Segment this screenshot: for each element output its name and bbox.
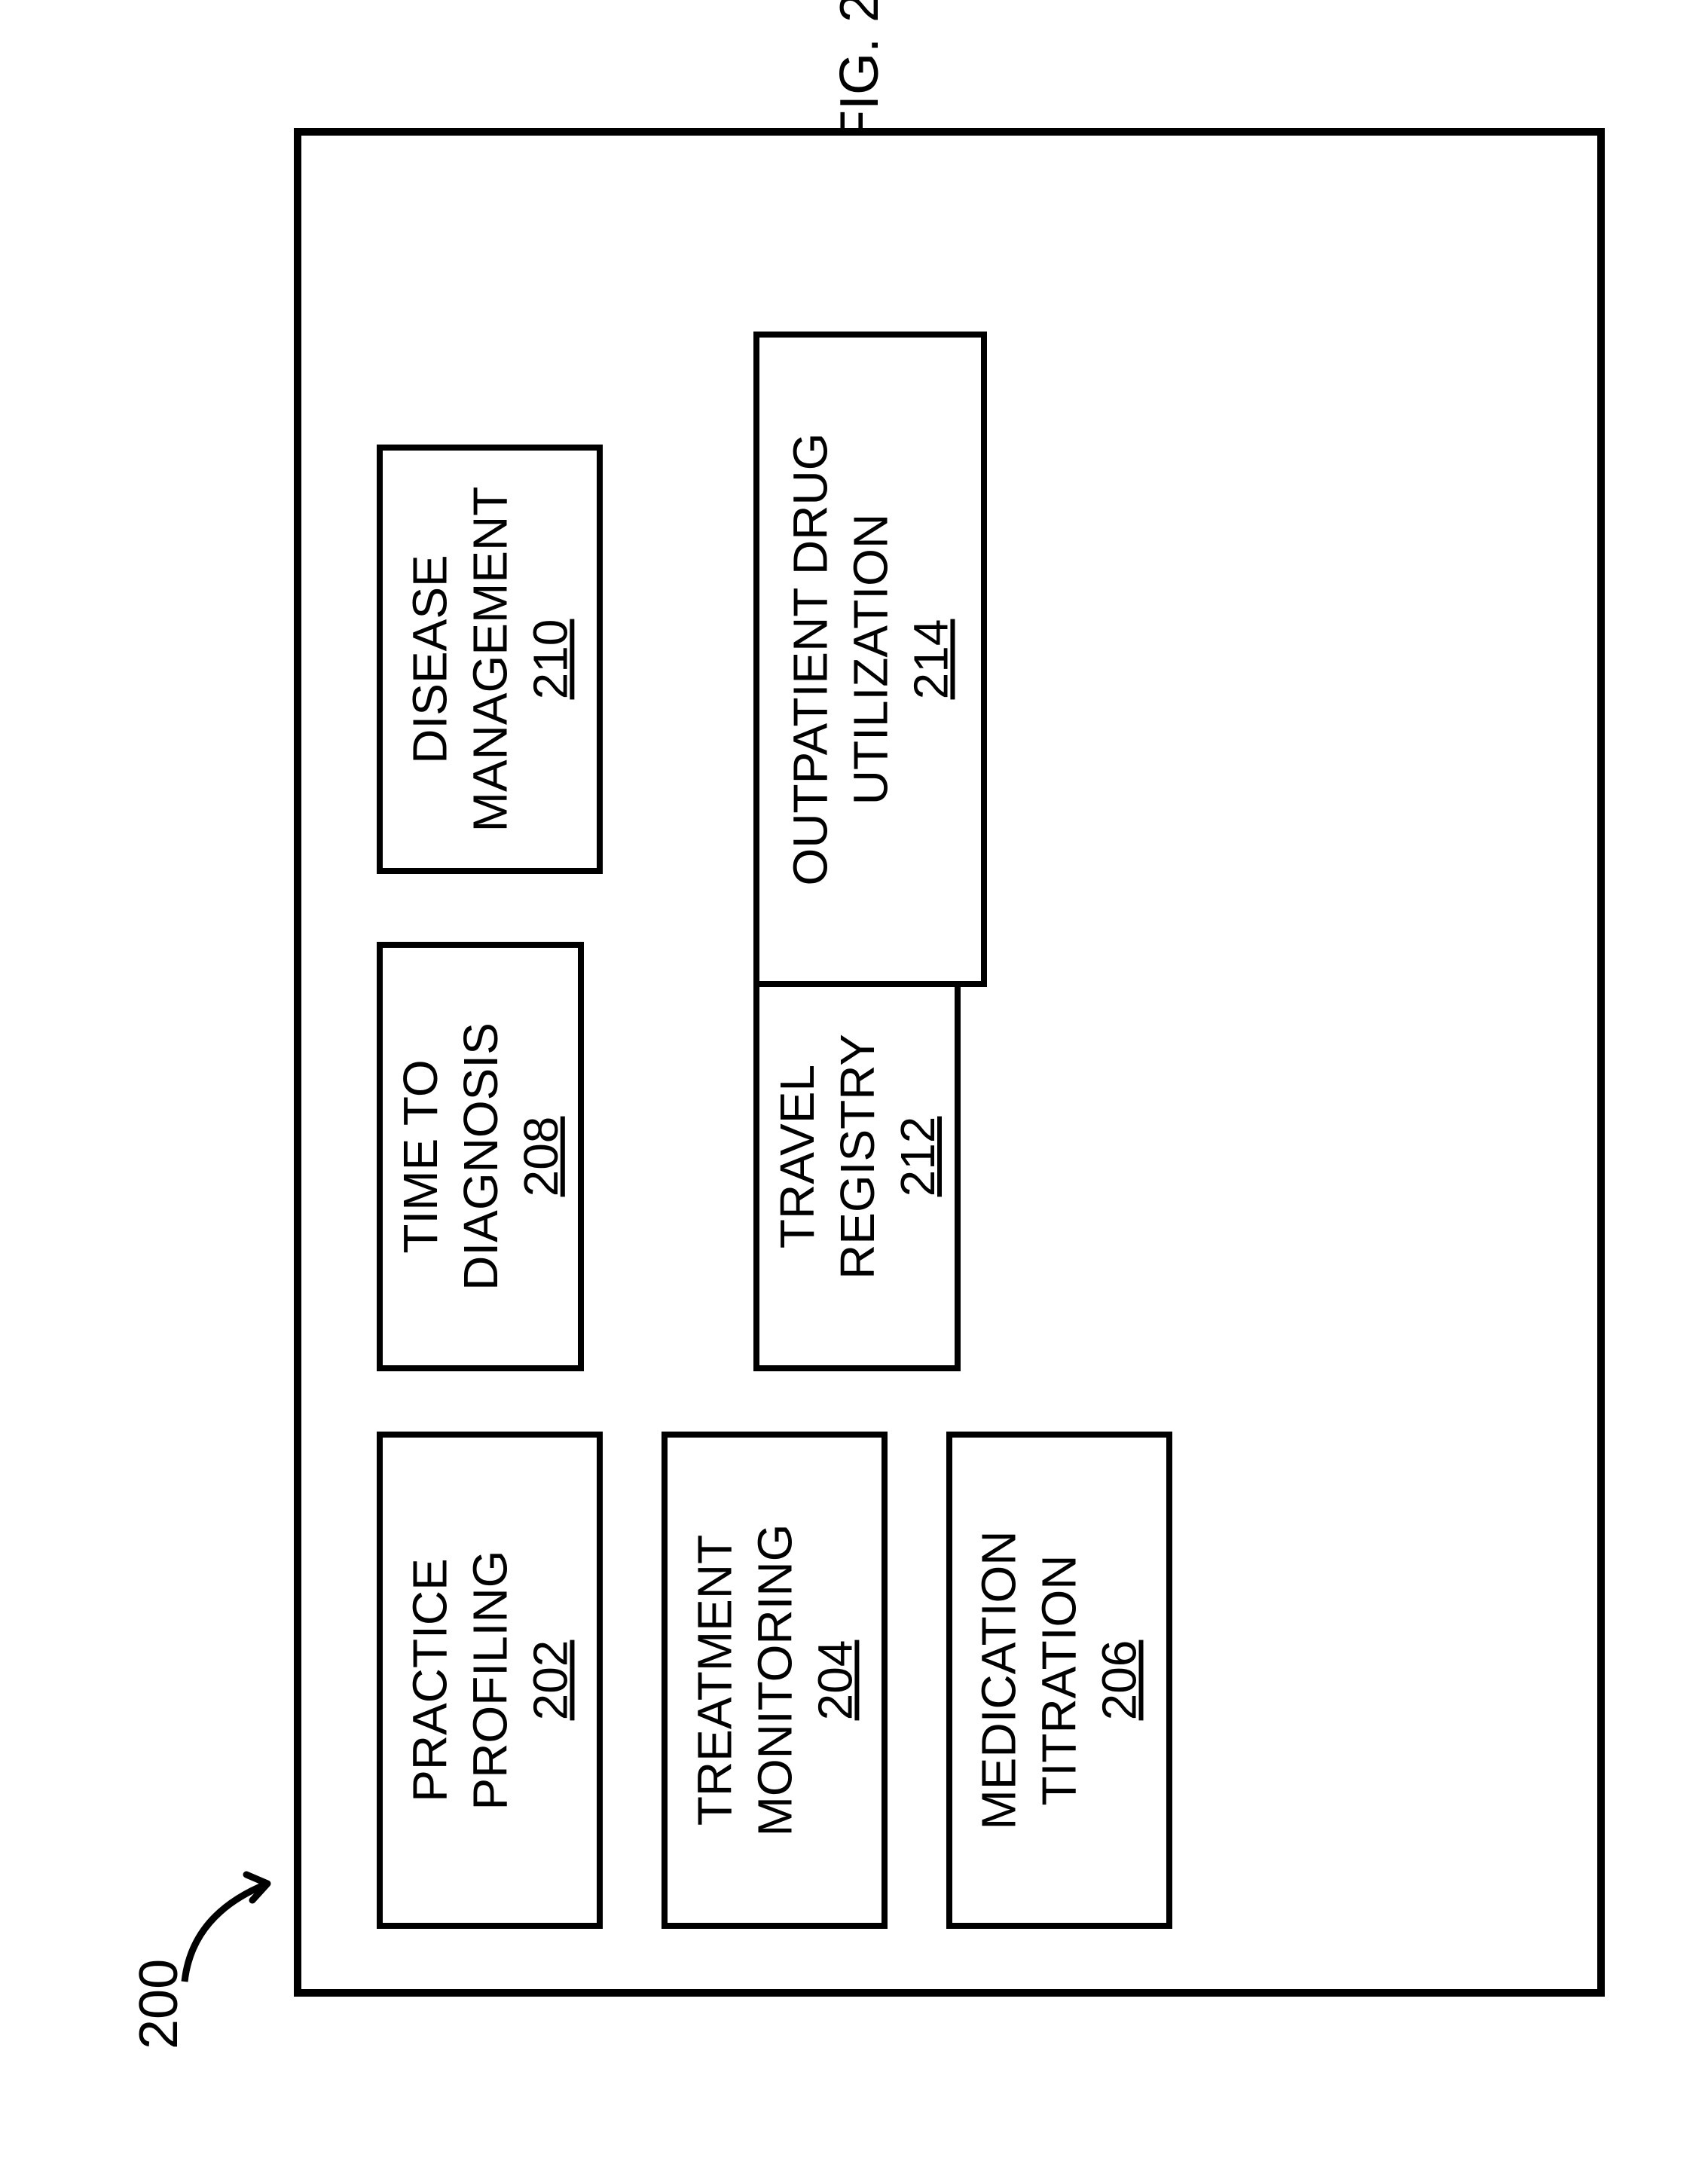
module-time-to-diagnosis: TIME TO DIAGNOSIS 208 bbox=[377, 942, 584, 1371]
line1: OUTPATIENT DRUG bbox=[783, 433, 837, 886]
line1: TRAVEL bbox=[770, 1065, 824, 1248]
module-number: 208 bbox=[514, 1117, 568, 1197]
figure-title: FIG. 2 bbox=[829, 0, 891, 143]
module-medication-titration-label: MEDICATION TITRATION 206 bbox=[969, 1530, 1150, 1829]
line1: PRACTICE bbox=[402, 1558, 457, 1802]
line2: REGISTRY bbox=[830, 1034, 885, 1279]
line1: TIME TO bbox=[393, 1059, 448, 1253]
line1: DISEASE bbox=[402, 555, 457, 763]
line2: UTILIZATION bbox=[843, 514, 897, 805]
module-time-to-diagnosis-label: TIME TO DIAGNOSIS 208 bbox=[390, 1022, 571, 1291]
line2: TITRATION bbox=[1032, 1555, 1086, 1806]
module-medication-titration: MEDICATION TITRATION 206 bbox=[946, 1432, 1172, 1929]
figure-title-text: FIG. 2 bbox=[830, 0, 890, 143]
module-disease-management: DISEASE MANAGEMENT 210 bbox=[377, 445, 603, 874]
module-number: 214 bbox=[903, 619, 958, 700]
module-number: 212 bbox=[891, 1117, 945, 1197]
figure-page: FIG. 2 200 PRACTICE PROFILING 202 TREATM… bbox=[0, 0, 1708, 2182]
module-practice-profiling: PRACTICE PROFILING 202 bbox=[377, 1432, 603, 1929]
line2: DIAGNOSIS bbox=[454, 1022, 508, 1291]
module-practice-profiling-label: PRACTICE PROFILING 202 bbox=[399, 1551, 580, 1811]
reference-arrow-icon bbox=[162, 1853, 313, 2004]
module-number: 202 bbox=[523, 1640, 577, 1721]
module-outpatient-drug-utilization: OUTPATIENT DRUG UTILIZATION 214 bbox=[753, 332, 987, 987]
module-treatment-monitoring: TREATMENT MONITORING 204 bbox=[662, 1432, 888, 1929]
module-travel-registry: TRAVEL REGISTRY 212 bbox=[753, 942, 961, 1371]
line2: PROFILING bbox=[463, 1551, 517, 1811]
line2: MONITORING bbox=[747, 1524, 802, 1837]
line1: MEDICATION bbox=[972, 1530, 1026, 1829]
module-disease-management-label: DISEASE MANAGEMENT 210 bbox=[399, 487, 580, 833]
module-treatment-monitoring-label: TREATMENT MONITORING 204 bbox=[684, 1524, 865, 1837]
line1: TREATMENT bbox=[687, 1535, 741, 1826]
line2: MANAGEMENT bbox=[463, 487, 517, 833]
module-travel-registry-label: TRAVEL REGISTRY 212 bbox=[767, 1034, 948, 1279]
module-outpatient-drug-label: OUTPATIENT DRUG UTILIZATION 214 bbox=[780, 433, 961, 886]
module-number: 206 bbox=[1092, 1640, 1147, 1721]
module-number: 210 bbox=[523, 619, 577, 700]
module-number: 204 bbox=[808, 1640, 862, 1721]
